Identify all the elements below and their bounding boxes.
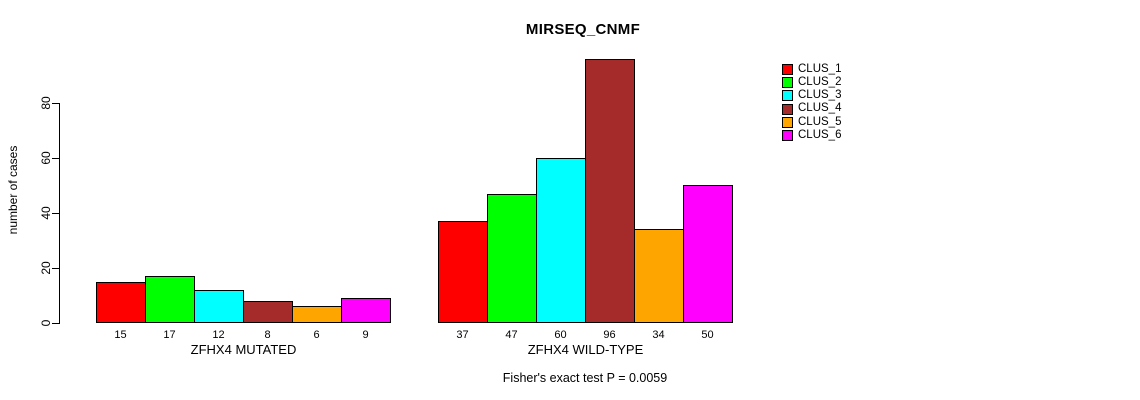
bar-value-label: 6 (313, 329, 320, 341)
legend-label: CLUS_2 (798, 76, 842, 89)
bar-value-label: 60 (554, 329, 567, 341)
legend-swatch-icon (782, 64, 793, 76)
bar-value-label: 15 (114, 329, 127, 341)
legend-swatch-icon (782, 103, 793, 115)
legend-swatch-icon (782, 90, 793, 102)
bar-value-label: 34 (652, 329, 665, 341)
legend-label: CLUS_6 (798, 128, 842, 141)
bar-clus-4 (585, 59, 635, 323)
bar-value-label: 37 (456, 329, 469, 341)
legend-swatch-icon (782, 77, 793, 89)
bar-clus-6 (341, 298, 391, 323)
legend-label: CLUS_4 (798, 102, 842, 115)
y-tick-label: 40 (39, 206, 53, 220)
y-tick (52, 323, 60, 324)
y-tick (52, 158, 60, 159)
legend-swatch-icon (782, 130, 793, 142)
legend-item: CLUS_1 (782, 63, 841, 76)
y-tick-label: 80 (39, 96, 53, 110)
bar-clus-4 (243, 301, 293, 323)
bar-clus-6 (683, 185, 733, 323)
legend-item: CLUS_2 (782, 76, 841, 89)
y-axis-label: number of cases (6, 145, 20, 235)
legend-item: CLUS_5 (782, 116, 841, 129)
bar-value-label: 47 (505, 329, 518, 341)
legend-label: CLUS_5 (798, 115, 842, 128)
y-tick-label: 20 (39, 261, 53, 275)
group-label: ZFHX4 MUTATED (190, 342, 297, 357)
legend-item: CLUS_4 (782, 103, 841, 116)
bar-value-label: 8 (264, 329, 271, 341)
y-tick-label: 0 (39, 319, 53, 327)
bar-clus-3 (536, 158, 586, 323)
legend: CLUS_1 CLUS_2 CLUS_3 CLUS_4 CLUS_5 CLUS_6 (782, 63, 841, 142)
legend-item: CLUS_6 (782, 129, 841, 142)
bar-value-label: 17 (163, 329, 176, 341)
y-tick (52, 103, 60, 104)
bar-clus-1 (438, 221, 488, 323)
bar-value-label: 12 (212, 329, 225, 341)
bar-clus-5 (292, 306, 342, 323)
legend-label: CLUS_1 (798, 62, 842, 75)
y-tick (52, 213, 60, 214)
chart-title: MIRSEQ_CNMF (525, 21, 641, 38)
bar-clus-1 (96, 282, 146, 323)
bar-clus-2 (487, 194, 537, 323)
bar-value-label: 96 (603, 329, 616, 341)
legend-item: CLUS_3 (782, 89, 841, 102)
y-tick (52, 268, 60, 269)
legend-label: CLUS_3 (798, 89, 842, 102)
bar-clus-5 (634, 229, 684, 323)
bar-value-label: 9 (362, 329, 369, 341)
group-label: ZFHX4 WILD-TYPE (527, 342, 644, 357)
pvalue-annotation: Fisher's exact test P = 0.0059 (502, 371, 668, 385)
bar-value-label: 50 (701, 329, 714, 341)
bar-clus-2 (145, 276, 195, 323)
legend-swatch-icon (782, 116, 793, 128)
y-tick-label: 60 (39, 151, 53, 165)
bar-clus-3 (194, 290, 244, 323)
